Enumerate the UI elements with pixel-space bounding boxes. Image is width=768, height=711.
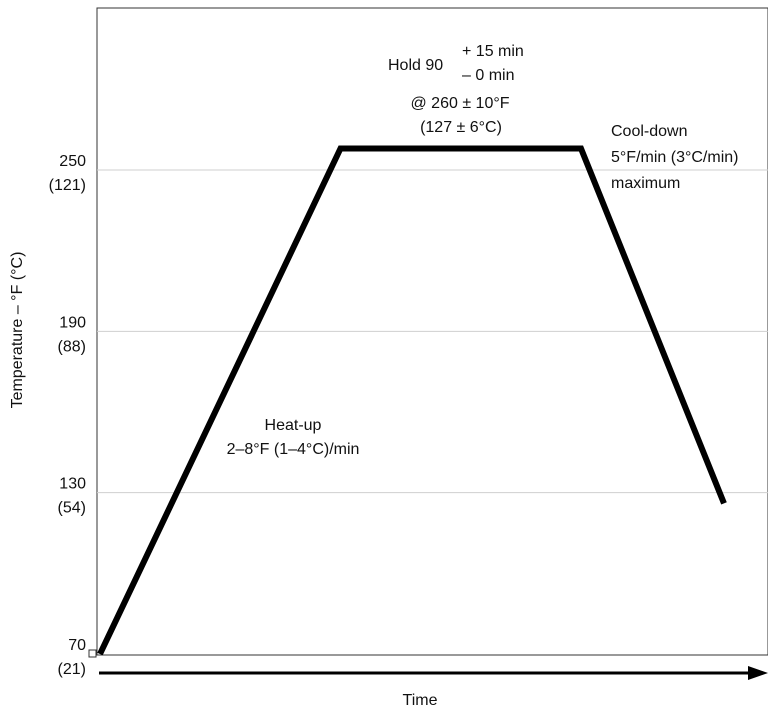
y-tick-label-f-70: 70 xyxy=(68,637,86,654)
cool-down-label-2: 5°F/min (3°C/min) xyxy=(611,149,738,166)
y-tick-label-f-250: 250 xyxy=(59,153,86,170)
y-tick-label-f-190: 190 xyxy=(59,314,86,331)
y-tick-label-c-70: (21) xyxy=(58,661,86,678)
time-axis-arrowhead xyxy=(748,666,768,680)
hold-plus-label: + 15 min xyxy=(462,43,524,60)
series-layer xyxy=(97,145,727,656)
y-tick-label-c-190: (88) xyxy=(58,338,86,355)
cool-down-label-1: Cool-down xyxy=(611,123,687,140)
y-axis-label: Temperature – °F (°C) xyxy=(9,252,26,409)
origin-marker xyxy=(88,649,97,658)
hold-temp-f-label: @ 260 ± 10°F xyxy=(410,95,509,112)
hold-minus-label: – 0 min xyxy=(462,67,514,84)
cure-cycle-line xyxy=(97,145,727,656)
x-axis-label: Time xyxy=(403,692,438,709)
heat-up-label-2: 2–8°F (1–4°C)/min xyxy=(227,441,360,458)
y-tick-label-f-130: 130 xyxy=(59,476,86,493)
hold-prefix-label: Hold 90 xyxy=(388,57,443,74)
hold-temp-c-label: (127 ± 6°C) xyxy=(420,119,502,136)
y-tick-label-c-130: (54) xyxy=(58,500,86,517)
y-tick-labels: 70 (21) 130 (54) 190 (88) 250 (121) xyxy=(49,153,86,678)
cool-down-label-3: maximum xyxy=(611,175,680,192)
heat-up-label-1: Heat-up xyxy=(265,417,322,434)
y-tick-label-c-250: (121) xyxy=(49,177,86,194)
